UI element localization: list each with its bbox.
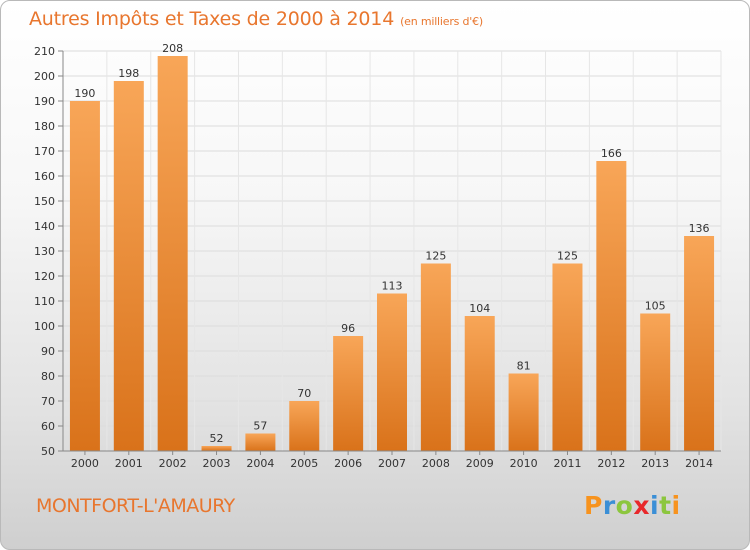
bar[interactable]: [157, 56, 188, 451]
bar[interactable]: [245, 433, 276, 452]
bar[interactable]: [596, 161, 627, 451]
place-name: MONTFORT-L'AMAURY: [36, 495, 235, 517]
data-label: 125: [557, 250, 578, 263]
x-tick-label: 2007: [378, 457, 406, 470]
y-tick-label: 180: [34, 120, 55, 133]
y-tick-label: 130: [34, 245, 55, 258]
bar[interactable]: [640, 313, 671, 452]
bar[interactable]: [113, 81, 144, 451]
x-tick-label: 2004: [246, 457, 274, 470]
x-tick-label: 2006: [334, 457, 362, 470]
logo-letter: i: [650, 491, 660, 520]
y-tick-label: 140: [34, 220, 55, 233]
y-tick-label: 100: [34, 320, 55, 333]
bar[interactable]: [684, 236, 715, 451]
y-tick-label: 150: [34, 195, 55, 208]
data-label: 70: [297, 387, 311, 400]
logo-letter: i: [671, 491, 681, 520]
y-tick-label: 90: [41, 345, 55, 358]
x-tick-label: 2000: [71, 457, 99, 470]
x-tick-label: 2013: [641, 457, 669, 470]
x-tick-label: 2014: [685, 457, 713, 470]
y-tick-label: 60: [41, 420, 55, 433]
bar[interactable]: [464, 316, 495, 451]
data-label: 198: [118, 67, 139, 80]
logo-letter: x: [633, 491, 650, 520]
bars: 190 198 208 52 57 70 96 113 125 104 81 125 166 105 136: [69, 42, 715, 452]
x-tick-label: 2008: [422, 457, 450, 470]
x-axis: 2000 2001 2002 2003 2004 2005 2006 2007 2008 2009…: [63, 450, 721, 470]
data-label: 105: [645, 300, 666, 313]
y-tick-label: 210: [34, 45, 55, 58]
data-label: 113: [382, 280, 403, 293]
y-tick-label: 80: [41, 370, 55, 383]
x-tick-label: 2001: [115, 457, 143, 470]
y-tick-label: 50: [41, 445, 55, 458]
bar[interactable]: [201, 446, 232, 451]
y-tick-label: 200: [34, 70, 55, 83]
x-tick-label: 2010: [510, 457, 538, 470]
chart-title-text: Autres Impôts et Taxes de 2000 à 2014: [29, 8, 395, 30]
logo-letter: o: [615, 491, 634, 520]
data-label: 52: [210, 432, 224, 445]
y-axis: 50 60 70 80 90 100 110 120 130 140 150 160 170 180 190…: [34, 45, 64, 458]
data-label: 104: [469, 302, 490, 315]
proxiti-logo[interactable]: Proxiti: [584, 491, 681, 520]
logo-letter: P: [584, 491, 603, 520]
x-tick-label: 2002: [159, 457, 187, 470]
y-tick-label: 120: [34, 270, 55, 283]
y-tick-label: 110: [34, 295, 55, 308]
logo-letter: r: [602, 491, 616, 520]
bar[interactable]: [377, 293, 407, 452]
data-label: 81: [517, 360, 531, 373]
y-tick-label: 190: [34, 95, 55, 108]
x-tick-label: 2005: [290, 457, 318, 470]
bar[interactable]: [508, 373, 539, 452]
data-label: 208: [162, 42, 183, 55]
y-tick-label: 170: [34, 145, 55, 158]
x-tick-label: 2009: [466, 457, 494, 470]
data-label: 57: [253, 420, 267, 433]
bar[interactable]: [552, 263, 583, 452]
x-tick-label: 2003: [203, 457, 231, 470]
data-label: 125: [425, 250, 446, 263]
y-tick-label: 160: [34, 170, 55, 183]
logo-letter: t: [659, 491, 672, 520]
y-tick-label: 70: [41, 395, 55, 408]
bar[interactable]: [420, 263, 451, 452]
chart-unit: (en milliers d'€): [400, 15, 483, 28]
data-label: 190: [74, 87, 95, 100]
bar[interactable]: [333, 336, 364, 451]
chart-title: Autres Impôts et Taxes de 2000 à 2014 (en…: [29, 8, 483, 30]
data-label: 136: [689, 222, 710, 235]
x-tick-label: 2011: [553, 457, 581, 470]
data-label: 96: [341, 322, 355, 335]
bar[interactable]: [289, 401, 320, 451]
data-label: 166: [601, 147, 622, 160]
x-tick-label: 2012: [597, 457, 625, 470]
bar[interactable]: [69, 101, 100, 451]
